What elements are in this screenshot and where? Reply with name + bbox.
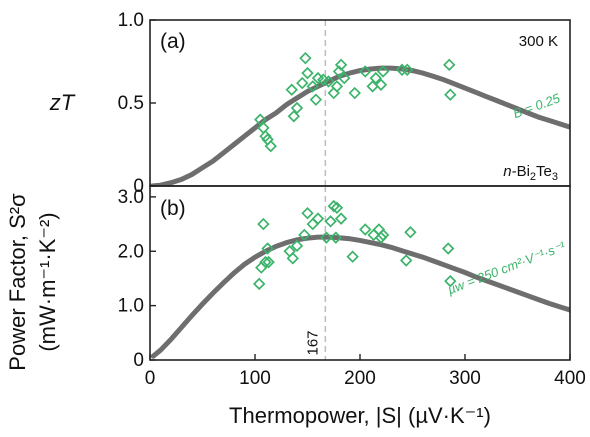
data-point	[359, 223, 372, 236]
data-point	[329, 231, 343, 244]
data-point	[395, 63, 409, 77]
axes-frame-b	[149, 185, 571, 361]
data-point	[404, 226, 417, 239]
data-point	[259, 255, 272, 269]
data-point	[306, 80, 319, 93]
data-point	[332, 65, 346, 78]
data-point	[290, 101, 304, 115]
panel-a: 00.51.0 (a) 300 K B = 0.25 n-Bi2Te3 zT	[49, 10, 571, 197]
yticks-b: 0 1.0 2.0 3.0	[118, 187, 156, 371]
data-point	[298, 228, 311, 242]
panel-label-a: (a)	[160, 30, 186, 53]
data-point	[359, 65, 372, 78]
material-mid: Te	[536, 163, 552, 180]
xtick-label: 100	[239, 368, 271, 389]
material-sub1: 2	[530, 171, 536, 183]
data-point	[334, 58, 348, 72]
data-point	[254, 113, 267, 126]
data-point	[257, 217, 270, 231]
data-point	[444, 274, 457, 288]
x-axis-label: Thermopower, |S| (µV·K⁻¹)	[229, 403, 491, 428]
ylabel-b-line2: (mW·m⁻¹·K⁻²)	[35, 212, 60, 351]
data-point	[327, 199, 340, 213]
data-point	[346, 250, 359, 263]
data-point	[287, 110, 301, 123]
data-point	[401, 63, 414, 77]
ylabel-a: zT	[49, 90, 76, 115]
data-point	[262, 255, 275, 269]
data-point	[330, 80, 344, 93]
data-point	[299, 51, 312, 65]
material-base: Bi	[517, 163, 530, 180]
xtick-label: 200	[344, 368, 376, 389]
data-point	[322, 75, 335, 88]
data-point	[252, 277, 266, 291]
data-point	[376, 228, 390, 242]
data-point	[311, 212, 325, 225]
ytick-label: 1.0	[118, 296, 144, 317]
ytick-label: 1.0	[118, 10, 144, 31]
ytick-label: 2.0	[118, 241, 144, 262]
xtick-label: 0	[145, 368, 156, 389]
data-point	[444, 88, 457, 101]
data-point	[301, 66, 314, 80]
ytick-label: 0	[133, 176, 144, 197]
ytick-label: 0	[133, 350, 144, 371]
data-point	[374, 78, 388, 91]
guide-label: 167	[304, 330, 321, 355]
xtick-label: 400	[554, 368, 586, 389]
data-point	[296, 76, 309, 90]
data-point	[320, 231, 333, 244]
data-point	[330, 201, 344, 214]
yticks-a: 0 0.5 1.0	[118, 10, 156, 197]
model-curve-b	[150, 234, 570, 359]
data-point	[264, 139, 277, 153]
data-point	[374, 231, 388, 244]
data-point	[324, 215, 337, 228]
data-point	[338, 71, 351, 85]
data-point	[348, 86, 361, 100]
data-point	[309, 93, 323, 106]
data-point	[286, 252, 300, 265]
data-point	[327, 86, 340, 100]
xtick-label: 300	[449, 368, 481, 389]
points-a	[254, 51, 457, 153]
data-point	[306, 217, 319, 231]
data-point	[399, 254, 413, 267]
data-point	[441, 242, 455, 255]
data-point	[259, 129, 272, 143]
temperature-label: 300 K	[519, 33, 558, 50]
material-sub2: 3	[552, 171, 558, 183]
data-point	[311, 71, 325, 85]
data-point	[334, 212, 348, 225]
material-prefix: n-	[503, 163, 516, 180]
ytick-label: 3.0	[118, 187, 144, 208]
data-point	[376, 65, 390, 78]
material-label: n-Bi2Te3	[503, 163, 558, 183]
panel-b: 01.02.03.0 0 100 200 300 400 (b) µw = 250 cm…	[5, 185, 586, 389]
ylabel-b-line1: Power Factor, S²σ	[5, 193, 30, 371]
data-point	[301, 206, 314, 220]
data-point	[285, 83, 298, 96]
points-b	[252, 199, 457, 291]
data-point	[443, 58, 456, 72]
data-point	[261, 242, 274, 255]
xticks-b: 0 100 200 300 400	[145, 354, 586, 389]
data-point	[290, 239, 304, 253]
data-point	[369, 71, 382, 85]
ytick-label: 0.5	[118, 93, 144, 114]
panel-label-b: (b)	[160, 197, 186, 220]
